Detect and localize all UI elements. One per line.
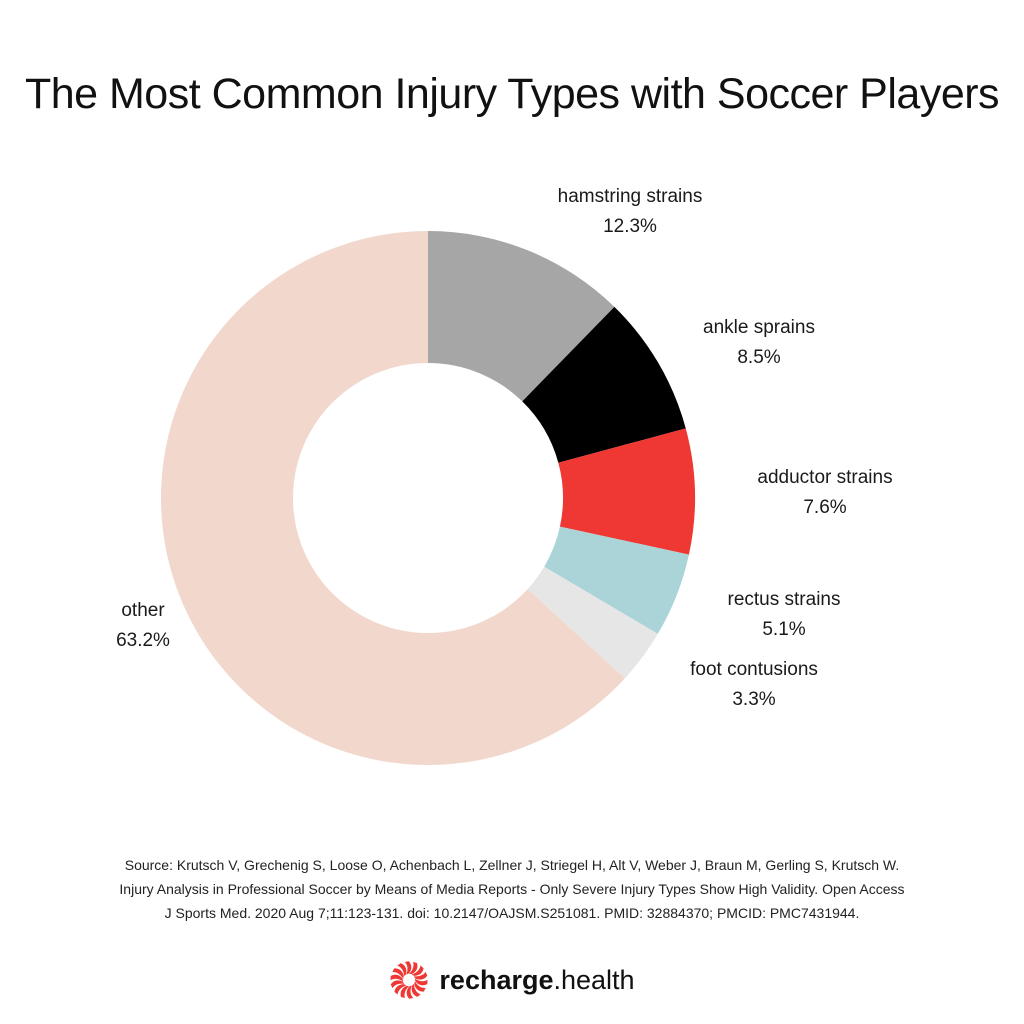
label-ankle-sprains: ankle sprains — [703, 317, 815, 338]
value-rectus-strains: 5.1% — [762, 619, 805, 640]
logo-petal — [405, 961, 412, 975]
logo-petal — [412, 983, 422, 997]
logo-petal — [414, 971, 428, 980]
chart-title: The Most Common Injury Types with Soccer… — [24, 70, 1000, 118]
brand-logo: recharge.health — [0, 960, 1024, 1000]
value-hamstring-strains: 12.3% — [603, 216, 657, 237]
label-hamstring-strains: hamstring strains — [558, 186, 703, 207]
logo-petal — [392, 968, 405, 979]
label-other: other — [121, 600, 165, 621]
labels-group: hamstring strains 12.3% ankle sprains 8.5% a… — [116, 186, 893, 710]
value-ankle-sprains: 8.5% — [737, 347, 780, 368]
brand-name-bold: recharge — [439, 964, 554, 995]
logo-petal — [407, 985, 414, 999]
spiral-logo-icon — [390, 961, 428, 999]
logo-petal — [400, 986, 410, 998]
logo-petal — [391, 980, 405, 989]
slice-foot-contusions — [527, 566, 658, 679]
logo-petal — [397, 963, 407, 977]
value-other: 63.2% — [116, 630, 170, 651]
logo-petal — [409, 962, 418, 974]
logo-petal — [394, 984, 407, 995]
slice-rectus-strains — [544, 526, 689, 634]
source-citation: Source: Krutsch V, Grechenig S, Loose O,… — [0, 853, 1024, 925]
source-line-1: Source: Krutsch V, Grechenig S, Loose O,… — [124, 857, 900, 873]
source-line-3: J Sports Med. 2020 Aug 7;11:123-131. doi… — [164, 905, 860, 921]
value-adductor-strains: 7.6% — [803, 497, 846, 518]
logo-petal — [414, 981, 427, 992]
slices-group — [161, 231, 695, 765]
logo-petal — [412, 965, 425, 976]
slice-adductor-strains — [558, 428, 695, 555]
slice-ankle-sprains — [522, 306, 686, 463]
brand-name: recharge.health — [439, 965, 634, 996]
label-foot-contusions: foot contusions — [690, 659, 818, 680]
brand-name-rest: .health — [553, 964, 635, 995]
source-line-2: Injury Analysis in Professional Soccer b… — [119, 881, 905, 897]
logo-petal — [415, 978, 428, 986]
slice-other — [161, 231, 625, 765]
label-rectus-strains: rectus strains — [728, 589, 841, 610]
logo-petal — [390, 974, 404, 982]
value-foot-contusions: 3.3% — [732, 689, 775, 710]
slice-hamstring-strains — [428, 231, 615, 402]
label-adductor-strains: adductor strains — [757, 467, 892, 488]
